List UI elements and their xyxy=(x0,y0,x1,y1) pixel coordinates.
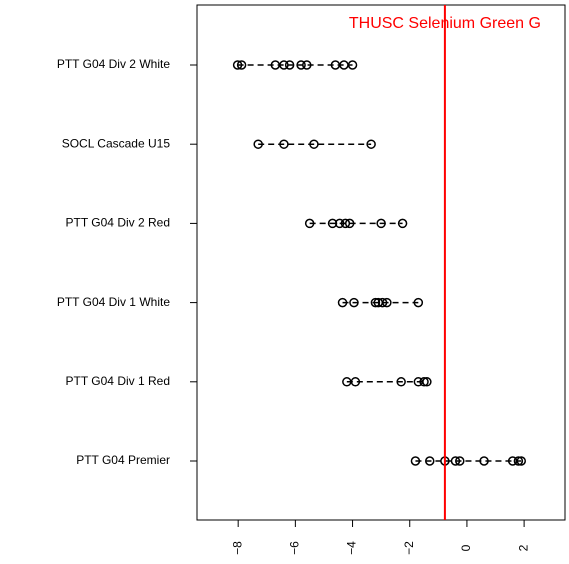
point xyxy=(396,377,406,387)
point xyxy=(425,456,435,466)
point xyxy=(296,60,306,70)
point xyxy=(349,297,359,308)
point xyxy=(450,456,461,466)
point xyxy=(327,218,338,229)
point xyxy=(422,377,432,387)
point xyxy=(370,297,381,308)
x-tick-label: −4 xyxy=(345,541,359,555)
y-tick-label: PTT G04 Premier xyxy=(76,453,170,467)
x-tick-label: 2 xyxy=(516,544,530,551)
point xyxy=(302,60,312,70)
y-tick-label: PTT G04 Div 2 Red xyxy=(66,216,170,230)
point xyxy=(516,456,526,466)
point xyxy=(279,139,289,149)
point xyxy=(413,297,424,308)
y-tick-label: PTT G04 Div 2 White xyxy=(57,57,170,71)
x-tick-label: −8 xyxy=(230,541,244,555)
x-tick-label: −6 xyxy=(288,541,302,555)
point xyxy=(347,60,358,70)
point xyxy=(455,456,465,466)
point xyxy=(337,297,348,308)
point xyxy=(304,218,315,229)
point xyxy=(340,218,351,229)
x-tick-label: 0 xyxy=(459,544,473,551)
point xyxy=(253,139,263,149)
y-tick-label: PTT G04 Div 1 Red xyxy=(66,374,170,388)
point xyxy=(410,456,421,466)
x-tick-label: −2 xyxy=(402,541,416,555)
point xyxy=(334,218,345,229)
point xyxy=(397,218,408,229)
point xyxy=(382,297,392,308)
plot-box xyxy=(196,4,566,521)
point xyxy=(479,456,489,466)
y-tick-label: SOCL Cascade U15 xyxy=(62,136,171,150)
point xyxy=(232,60,243,70)
reference-label: THUSC Selenium Green G xyxy=(349,15,541,32)
point xyxy=(309,139,319,149)
point xyxy=(279,60,289,70)
y-tick-label: PTT G04 Div 1 White xyxy=(57,295,170,309)
point xyxy=(366,139,376,149)
point xyxy=(284,60,295,70)
plot-area: THUSC Selenium Green G xyxy=(232,5,541,520)
point xyxy=(236,60,247,70)
point xyxy=(344,218,355,229)
point xyxy=(513,456,524,466)
point xyxy=(350,377,361,387)
point xyxy=(376,218,386,229)
point xyxy=(419,377,429,387)
point xyxy=(377,297,388,308)
